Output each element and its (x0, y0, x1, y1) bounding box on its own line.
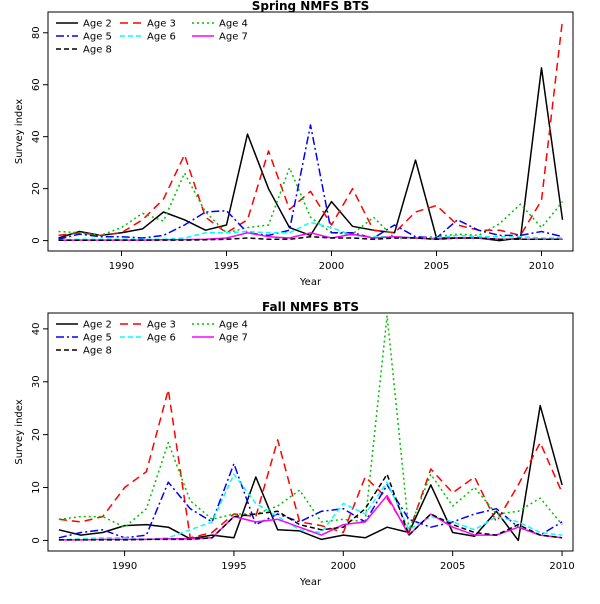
legend-label: Age 2 (83, 19, 112, 30)
x-tick-label: 2000 (331, 561, 356, 572)
legend: Age 2 Age 3 Age 4 Age 5 Age 6 Age 7 Age 8 (56, 320, 248, 357)
y-axis-label: Survey index (14, 399, 25, 464)
series-line-age-2 (58, 404, 563, 542)
chart-title: Fall NMFS BTS (262, 300, 359, 314)
y-tick-label: 60 (31, 78, 42, 91)
series-line-age-8 (58, 235, 563, 242)
series-line-age-2 (58, 67, 564, 242)
series-line-age-6 (58, 473, 563, 541)
plot-frame (47, 11, 574, 252)
series-line-age-4 (58, 314, 563, 531)
x-tick-label: 1995 (214, 261, 239, 272)
y-tick-label: 10 (31, 481, 42, 494)
x-tick-label: 1990 (112, 561, 137, 572)
legend-label: Age 4 (219, 320, 248, 331)
chart-panel-1: Spring NMFS BTS 1990 1995 2000 2005 2010 0 20 40… (14, 0, 574, 288)
series-group (58, 314, 563, 542)
y-tick-label: 40 (31, 130, 42, 143)
legend-label: Age 6 (147, 333, 176, 344)
legend-label: Age 3 (147, 19, 176, 30)
legend-label: Age 7 (219, 32, 248, 43)
legend-label: Age 7 (219, 333, 248, 344)
legend-label: Age 2 (83, 320, 112, 331)
y-tick-label: 0 (31, 237, 42, 243)
x-tick-label: 2005 (424, 261, 449, 272)
series-line-age-5 (58, 124, 563, 241)
y-tick-label: 0 (31, 537, 42, 543)
x-tick-label: 2010 (549, 561, 574, 572)
plot-frame (47, 312, 574, 552)
y-tick-label: 40 (31, 322, 42, 335)
legend-label: Age 8 (83, 346, 112, 357)
series-line-age-5 (58, 462, 563, 539)
legend-label: Age 8 (83, 45, 112, 56)
chart-panel-2: Fall NMFS BTS 1990 1995 2000 2005 2010 0 10 20 30… (14, 300, 575, 588)
x-tick-label: 2000 (319, 261, 344, 272)
y-tick-label: 30 (31, 375, 42, 388)
y-axis-label: Survey index (14, 99, 25, 164)
y-tick-label: 80 (31, 26, 42, 39)
legend-label: Age 6 (147, 32, 176, 43)
x-tick-label: 1995 (221, 561, 246, 572)
series-line-age-3 (58, 388, 563, 539)
series-line-age-4 (58, 167, 564, 239)
x-axis-label: Year (299, 277, 322, 288)
legend: Age 2 Age 3 Age 4 Age 5 Age 6 Age 7 Age 8 (56, 19, 248, 56)
legend-label: Age 3 (147, 320, 176, 331)
y-tick-label: 20 (31, 182, 42, 195)
x-axis-label: Year (299, 577, 322, 588)
x-tick-label: 1990 (109, 261, 134, 272)
x-tick-label: 2010 (529, 261, 554, 272)
chart-title: Spring NMFS BTS (252, 0, 370, 13)
legend-label: Age 4 (219, 19, 248, 30)
x-tick-label: 2005 (440, 561, 465, 572)
series-line-age-8 (58, 473, 563, 541)
series-group (58, 19, 564, 242)
legend-label: Age 5 (83, 32, 112, 43)
y-tick-label: 20 (31, 428, 42, 441)
series-line-age-6 (58, 221, 563, 241)
legend-label: Age 5 (83, 333, 112, 344)
